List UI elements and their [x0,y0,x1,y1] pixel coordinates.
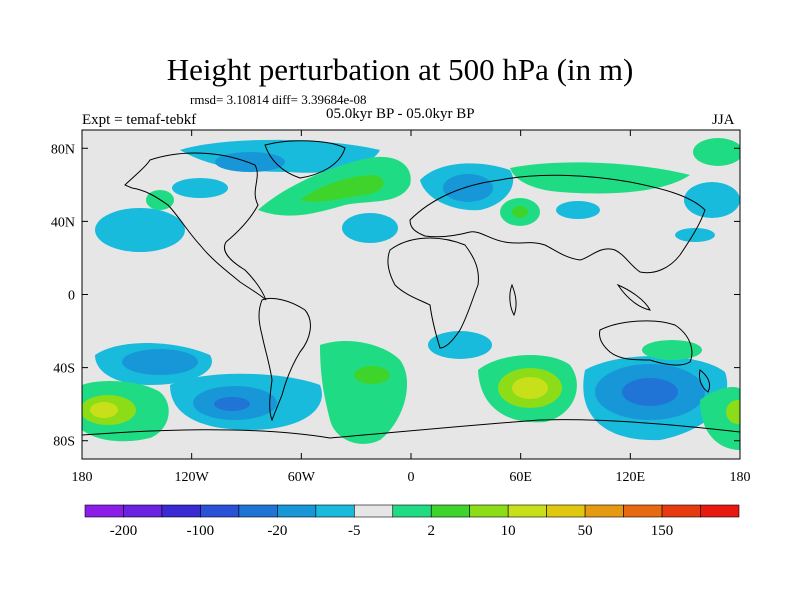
x-tick-label: 180 [730,470,751,485]
colorbar-label: 50 [578,523,593,539]
colorbar-swatch [353,504,394,518]
colorbar-swatch [661,504,701,518]
anomaly-contour [90,402,118,418]
coastline [258,297,311,422]
coastline [699,369,711,393]
colorbar-label: -200 [110,523,138,539]
anomaly-contour [342,213,398,243]
anomaly-contour [512,206,528,218]
anomaly-contour [95,208,185,252]
anomaly-contour [512,377,548,399]
anomaly-contour [556,201,600,219]
colorbar-swatch [123,504,163,518]
colorbar-swatch [200,504,240,518]
coastline [264,140,346,179]
anomaly-contour [700,387,740,450]
anomaly-contour [622,378,678,406]
colorbar-label: 10 [501,523,516,539]
coastline [124,152,267,301]
y-axis: 80N 40N 0 40S 80S [51,142,740,450]
coastline [599,320,693,366]
colorbar-swatch [161,504,201,518]
anomaly-contour [354,366,390,384]
colorbar-swatch [700,504,740,518]
colorbar-swatch [430,504,471,518]
anomaly-contour [122,349,198,375]
colorbar-swatch [623,504,663,518]
colorbar-swatch [507,504,547,518]
contour-fill-layer [82,138,740,450]
colorbar-swatch [277,504,317,518]
anomaly-contour [320,340,408,444]
coastline [82,419,740,439]
x-tick-label: 60E [509,470,532,485]
anomaly-contour [428,331,492,359]
anomaly-contour [214,397,250,411]
colorbar-swatch [392,504,432,518]
colorbar-label: -5 [348,523,361,539]
y-tick-label: 0 [68,289,75,304]
x-tick-label: 0 [408,470,415,485]
colorbar-swatch [84,504,124,518]
x-tick-label: 60W [288,470,316,485]
colorbar-swatch [315,504,355,518]
coastline [387,237,479,349]
colorbar: -200 -100 -20 -5 2 10 50 150 [84,504,740,539]
colorbar-label: -20 [267,523,287,539]
x-axis: 180 120W 60W 0 60E 120E 180 [72,130,751,485]
colorbar-label: 2 [427,523,435,539]
anomaly-contour [693,138,740,166]
anomaly-contour [675,228,715,242]
anomaly-contour [300,175,384,202]
experiment-label: Expt = temaf-tebkf [82,112,197,128]
coastline [509,283,517,317]
anomaly-contour [443,174,493,202]
x-tick-label: 180 [72,470,93,485]
colorbar-swatch [469,504,509,518]
colorbar-swatch [238,504,278,518]
colorbar-label: 150 [651,523,674,539]
stats-line: rmsd= 3.10814 diff= 3.39684e-08 [190,92,367,107]
x-tick-label: 120W [175,470,210,485]
coastline-layer [82,140,740,439]
anomaly-contour [684,182,740,218]
coastline [616,283,651,311]
x-tick-label: 120E [616,470,646,485]
colorbar-swatch [584,504,624,518]
period-label: 05.0kyr BP - 05.0kyr BP [326,106,475,122]
anomaly-contour [642,340,702,360]
y-tick-label: 80S [53,435,75,450]
y-tick-label: 40N [51,215,75,230]
y-tick-label: 80N [51,142,75,157]
anomaly-contour [172,178,228,198]
plot-title: Height perturbation at 500 hPa (in m) [166,52,634,87]
anomaly-contour [726,400,740,424]
colorbar-label: -100 [187,523,215,539]
y-tick-label: 40S [53,362,75,377]
season-label: JJA [712,112,735,128]
colorbar-swatch [546,504,586,518]
coastline [409,174,706,274]
